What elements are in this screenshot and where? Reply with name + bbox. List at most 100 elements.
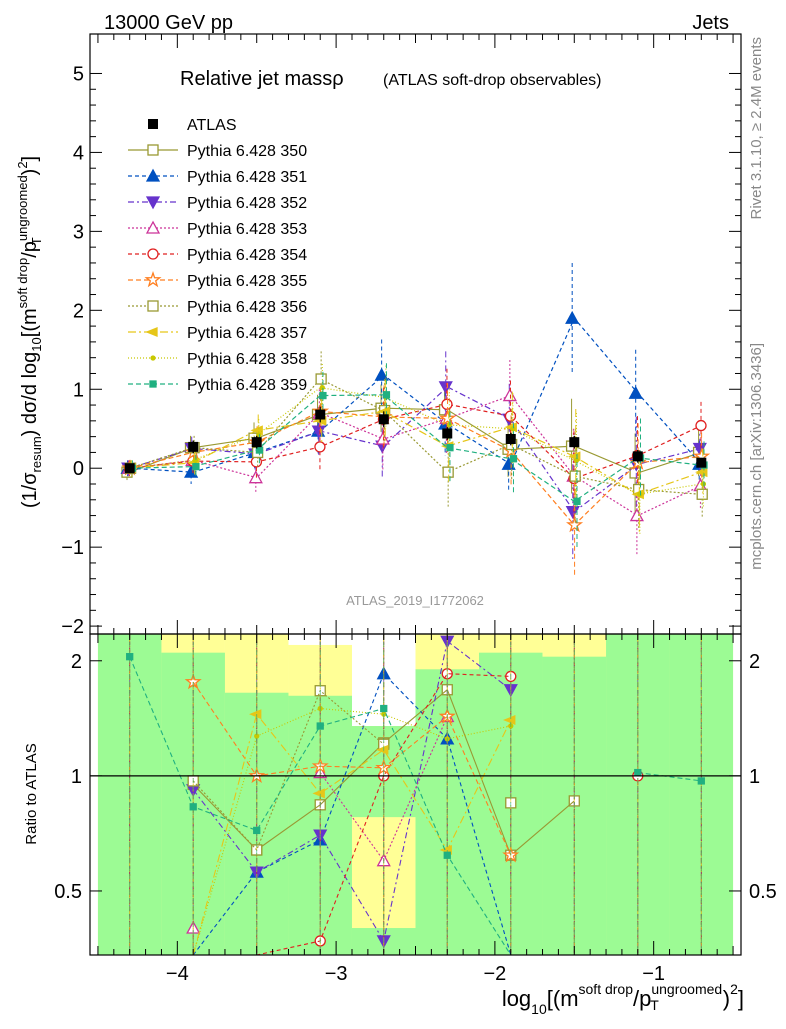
legend-item: Pythia 6.428 353 [128, 220, 307, 238]
legend-item: Pythia 6.428 357 [128, 325, 307, 342]
data-point [319, 391, 327, 400]
ratio-y-tick-label: 2 [71, 651, 82, 673]
atlas-point [569, 437, 580, 448]
data-point [446, 422, 453, 428]
data-point [319, 385, 325, 391]
x-tick-label: −1 [642, 963, 665, 985]
data-point [566, 516, 584, 533]
ratio-y-tick-label-right: 0.5 [749, 881, 777, 903]
data-point [192, 462, 200, 471]
y-tick-label: 0 [73, 458, 84, 480]
series-line [129, 394, 702, 517]
legend-marker [145, 168, 161, 182]
data-point [565, 310, 580, 324]
ratio-line [637, 772, 702, 782]
data-point [509, 455, 518, 463]
series-line [129, 386, 702, 513]
data-point [256, 432, 262, 438]
legend-label: Pythia 6.428 356 [187, 299, 307, 316]
legend-item-atlas: ATLAS [148, 117, 237, 134]
ratio-point [697, 777, 705, 785]
data-point [250, 425, 263, 436]
legend-label: Pythia 6.428 354 [187, 247, 307, 264]
data-point [695, 419, 707, 432]
atlas-point [505, 434, 516, 444]
ratio-series-layer [90, 634, 741, 956]
y-tick-label: 4 [73, 142, 84, 164]
data-point [565, 505, 580, 519]
x-tick-label: −4 [166, 963, 189, 985]
legend-label: Pythia 6.428 350 [187, 143, 307, 160]
legend-swatch [148, 119, 158, 129]
side-label-bottom: mcplots.cern.ch [arXiv:1306.3436] [748, 343, 765, 570]
ratio-line [192, 640, 512, 943]
legend-marker [145, 220, 161, 234]
x-axis-label: log10[(msoft drop/pungroomed T)2] [502, 981, 744, 1017]
data-point [438, 381, 453, 395]
y-tick-label: 2 [73, 300, 84, 322]
ratio-line [129, 656, 512, 956]
y-tick-label: 1 [73, 379, 84, 401]
data-point [502, 388, 517, 402]
data-point [184, 464, 199, 478]
ratio-series-10 [126, 634, 705, 956]
side-label-top: Rivet 3.1.10, ≥ 2.4M events [748, 37, 765, 220]
legend-label: Pythia 6.428 355 [187, 273, 307, 290]
chart-subtitle: (ATLAS soft-drop observables) [383, 72, 601, 89]
atlas-point [124, 463, 135, 474]
legend-marker [147, 300, 159, 312]
series-line [129, 378, 702, 495]
legend-marker [145, 196, 161, 210]
legend-item: Pythia 6.428 351 [128, 168, 307, 186]
header-left: 13000 GeV pp [104, 12, 233, 34]
data-point [700, 481, 707, 487]
chart-title: Relative jet massρ [180, 68, 344, 90]
x-tick-label: −2 [483, 963, 506, 985]
data-point [573, 497, 581, 506]
ratio-line [192, 713, 512, 956]
data-point [374, 367, 389, 381]
legend-item: Pythia 6.428 354 [128, 247, 307, 264]
legend-marker [144, 270, 162, 288]
series-line [129, 407, 702, 474]
atlas-points-layer [124, 406, 707, 474]
y-tick-label: 5 [73, 63, 84, 85]
data-point [382, 391, 391, 399]
ratio-y-tick-label-right: 2 [749, 651, 760, 673]
y-tick-label: −2 [61, 616, 84, 638]
legend-item: Pythia 6.428 350 [128, 143, 307, 160]
legend: ATLAS Pythia 6.428 350 Pythia 6.428 351 Pyt… [128, 117, 307, 394]
atlas-point [632, 451, 643, 462]
analysis-label: ATLAS_2019_I1772062 [346, 593, 484, 608]
legend-label: Pythia 6.428 353 [187, 221, 307, 238]
data-point [629, 508, 644, 522]
legend-item: Pythia 6.428 355 [128, 270, 307, 290]
series-line [129, 387, 702, 495]
data-point [637, 491, 643, 497]
ratio-line [192, 681, 512, 856]
data-point [504, 410, 517, 422]
ratio-y-tick-label: 0.5 [54, 881, 82, 903]
atlas-point [315, 409, 326, 420]
y-tick-label: −1 [61, 537, 84, 559]
legend-label: ATLAS [187, 117, 237, 134]
axes-layer: −2 −1 0 1 2 3 4 5 0.5 0.5 1 1 2 2 −4 −3 −2 −1 [54, 33, 777, 985]
ratio-line [192, 672, 512, 956]
data-point [696, 488, 708, 500]
legend-label: Pythia 6.428 359 [187, 377, 307, 394]
series-line [129, 410, 702, 526]
legend-item: Pythia 6.428 359 [128, 377, 307, 394]
series-8 [123, 379, 708, 534]
atlas-point [188, 441, 199, 452]
legend-marker [150, 355, 156, 361]
ratio-line [192, 707, 511, 956]
legend-label: Pythia 6.428 351 [187, 169, 307, 186]
data-point [446, 444, 454, 452]
atlas-point [251, 437, 262, 448]
atlas-point [696, 457, 707, 468]
data-point [314, 441, 326, 453]
data-point [375, 431, 390, 445]
y-tick-label: 3 [73, 221, 84, 243]
legend-item: Pythia 6.428 352 [128, 195, 307, 212]
